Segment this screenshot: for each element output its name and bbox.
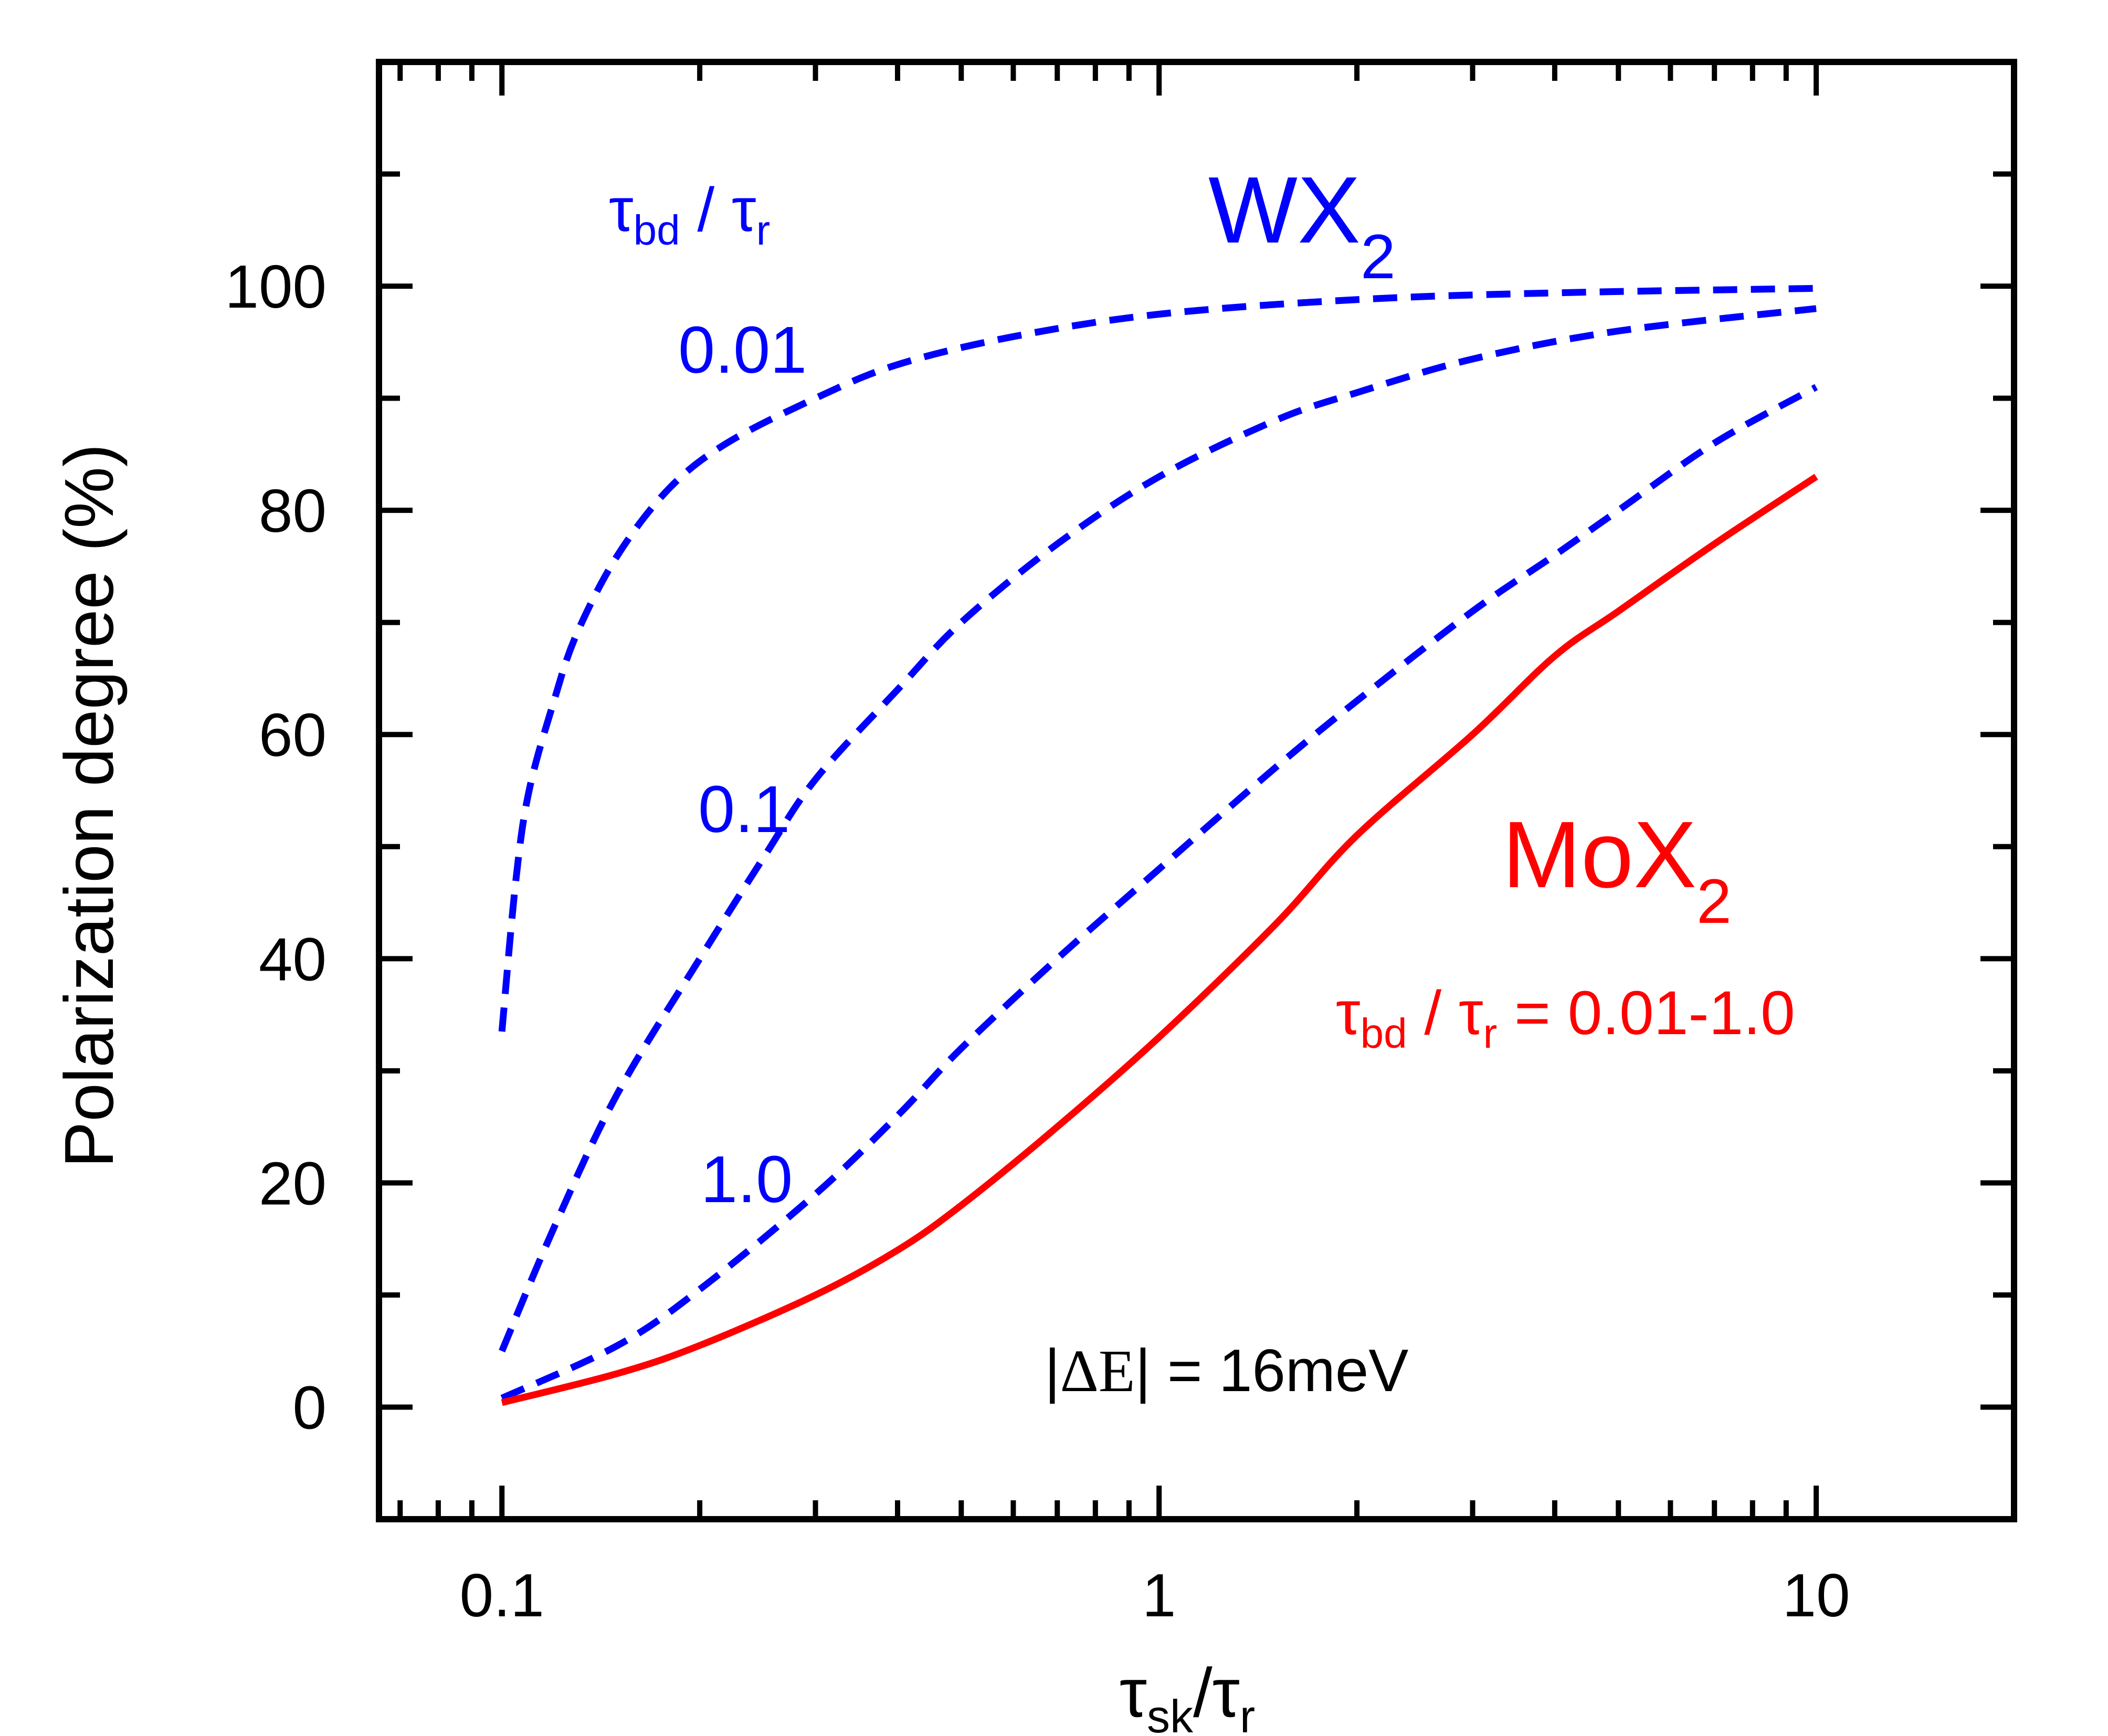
y-tick-label: 80 — [259, 477, 326, 545]
series-line-1 — [499, 305, 1817, 1353]
series-line-3 — [501, 474, 1818, 1406]
mox2-range-label: τbd / τr = 0.01-1.0 — [1336, 979, 1795, 1057]
y-tick-label: 40 — [259, 925, 326, 993]
data-series — [498, 285, 1818, 1406]
series-line-2 — [500, 384, 1818, 1402]
y-tick-label: 60 — [259, 701, 326, 769]
x-tick-label: 0.1 — [460, 1561, 544, 1629]
wx2-label: WX2 — [1208, 157, 1396, 292]
x-axis-title-sub2: r — [1240, 1690, 1255, 1736]
y-tick-label: 20 — [259, 1149, 326, 1217]
y-tick-label: 0 — [292, 1373, 326, 1442]
axis-ticks — [379, 59, 2017, 1522]
series-label-0.01: 0.01 — [678, 313, 807, 387]
x-axis-title: τsk/τr — [1120, 1654, 1255, 1736]
delta-e-label: |ΔE| = 16meV — [1045, 1338, 1408, 1404]
series-label-0.1: 0.1 — [698, 772, 790, 846]
x-axis-title-tau: τ — [1120, 1654, 1147, 1731]
plot-frame — [376, 59, 2017, 1522]
y-tick-label: 100 — [225, 252, 326, 321]
series-line-0 — [498, 285, 1817, 1032]
series-label-1.0: 1.0 — [701, 1142, 793, 1216]
x-tick-label: 10 — [1783, 1561, 1850, 1629]
y-axis-title: Polarization degree (%) — [50, 444, 128, 1167]
x-axis-title-slash: / — [1193, 1654, 1213, 1731]
x-tick-label: 1 — [1142, 1561, 1176, 1629]
x-axis-title-sub: sk — [1147, 1690, 1194, 1736]
x-axis-title-tau2: τ — [1213, 1654, 1240, 1731]
mox2-label: MoX2 — [1502, 802, 1732, 937]
legend-title: τbd / τr — [609, 175, 770, 254]
